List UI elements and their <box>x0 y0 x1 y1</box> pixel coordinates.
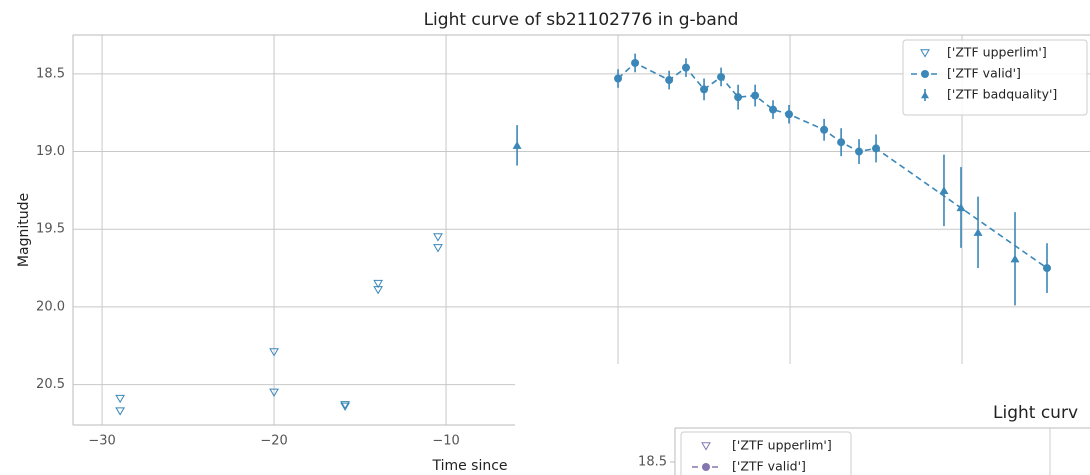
legend-swatch <box>921 91 929 99</box>
point <box>734 93 743 102</box>
y-tick-label: 19.5 <box>36 222 65 237</box>
point <box>665 76 674 85</box>
point <box>115 394 126 404</box>
point <box>269 348 279 357</box>
point <box>631 58 640 67</box>
point <box>1043 264 1052 273</box>
legend-label: ['ZTF valid'] <box>947 66 1021 81</box>
x-tick-label: −30 <box>88 434 115 449</box>
point <box>700 85 709 94</box>
y-tick-label: 20.5 <box>36 377 65 392</box>
legend-label: ['ZTF valid'] <box>732 459 806 474</box>
legend-label: ['ZTF upperlim'] <box>947 45 1047 60</box>
point <box>717 72 726 81</box>
legend-label: ['ZTF badquality'] <box>947 87 1057 102</box>
chart-title: Light curve of sb21102776 in g-band <box>424 10 739 30</box>
point <box>373 279 383 289</box>
point <box>373 286 383 295</box>
point <box>820 125 829 134</box>
point <box>973 228 983 236</box>
point <box>956 203 966 212</box>
legend-swatch <box>702 463 710 471</box>
point <box>433 244 443 253</box>
point <box>340 401 350 410</box>
x-axis-label: Time since <box>431 458 507 474</box>
legend: ['ZTF upperlim'] ['ZTF valid'] <box>680 431 852 475</box>
point <box>1010 254 1020 263</box>
point <box>939 186 949 194</box>
x-tick-label: −20 <box>260 434 287 449</box>
point <box>433 233 443 242</box>
point <box>269 388 279 397</box>
y-axis-label: Magnitude <box>16 193 32 267</box>
x-tick-label: −10 <box>432 434 459 449</box>
y-tick-label: 18.5 <box>36 66 65 81</box>
marks <box>115 53 1052 416</box>
legend-swatch <box>921 70 929 78</box>
y-tick-label: 18.5 <box>638 455 667 470</box>
legend-swatch <box>920 49 930 58</box>
second-window: Light curv ['ZTF upperlim'] ['ZTF valid']… <box>515 364 1090 475</box>
point <box>751 91 760 100</box>
point <box>512 141 522 149</box>
point <box>855 147 864 156</box>
point <box>681 63 690 72</box>
point <box>115 407 126 416</box>
point <box>769 105 778 114</box>
point <box>340 402 350 411</box>
point <box>837 138 846 147</box>
legend-swatch <box>701 442 711 451</box>
legend-label: ['ZTF upperlim'] <box>732 438 832 453</box>
chart-title: Light curv <box>993 403 1078 423</box>
point <box>785 110 794 119</box>
point <box>614 74 623 83</box>
y-tick-label: 20.0 <box>36 299 65 314</box>
y-tick-label: 19.0 <box>36 144 65 159</box>
legend: ['ZTF upperlim'] ['ZTF valid'] ['ZTF badqu… <box>902 39 1088 116</box>
point <box>872 144 881 153</box>
